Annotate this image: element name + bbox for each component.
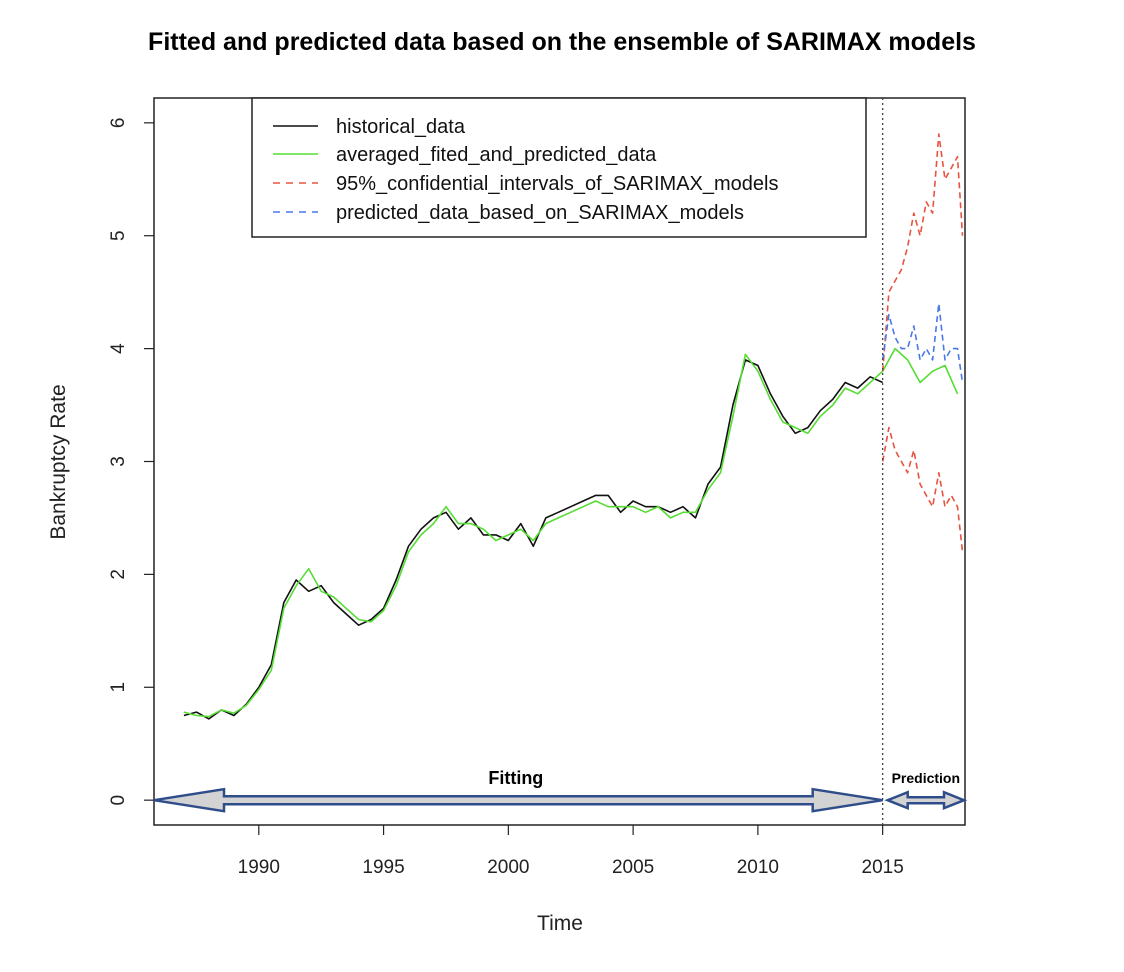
y-tick-label: 5	[108, 230, 129, 241]
y-tick-label: 4	[108, 343, 129, 354]
y-axis: 0 1 2 3 4 5 6	[108, 118, 154, 806]
y-tick-label: 6	[108, 118, 129, 129]
legend-label-ci: 95%_confidential_intervals_of_SARIMAX_mo…	[336, 173, 778, 195]
x-tick-label: 2015	[862, 857, 904, 878]
fitting-label: Fitting	[488, 768, 543, 788]
y-tick-label: 1	[108, 682, 129, 693]
legend-label-predicted: predicted_data_based_on_SARIMAX_models	[336, 202, 744, 224]
series-predicted-line	[881, 302, 964, 383]
y-tick-label: 0	[108, 795, 129, 806]
series-historical-line	[183, 359, 884, 720]
prediction-label: Prediction	[892, 770, 960, 786]
legend-label-averaged: averaged_fited_and_predicted_data	[336, 144, 657, 166]
x-axis: 1990 1995 2000 2005 2010 2015	[238, 825, 904, 878]
x-tick-label: 2000	[487, 857, 529, 878]
chart-title: Fitted and predicted data based on the e…	[148, 28, 976, 56]
legend-box	[251, 97, 867, 238]
legend-label-historical: historical_data	[336, 116, 466, 138]
annotation-layer: Fitting Prediction	[153, 768, 968, 813]
x-tick-label: 2005	[612, 857, 654, 878]
series-averaged-line	[183, 347, 959, 718]
legend: historical_data averaged_fited_and_predi…	[251, 97, 867, 238]
x-tick-label: 1990	[238, 857, 280, 878]
fitting-arrow	[153, 787, 883, 813]
series-ci-upper-line	[881, 133, 964, 372]
x-tick-label: 1995	[362, 857, 404, 878]
y-tick-label: 3	[108, 456, 129, 467]
series-ci-lower-line	[881, 426, 964, 552]
y-tick-label: 2	[108, 569, 129, 580]
x-axis-label: Time	[537, 912, 583, 935]
x-tick-label: 2010	[737, 857, 779, 878]
y-axis-label: Bankruptcy Rate	[47, 384, 70, 539]
prediction-arrow	[884, 790, 968, 811]
series-layer	[183, 98, 964, 825]
